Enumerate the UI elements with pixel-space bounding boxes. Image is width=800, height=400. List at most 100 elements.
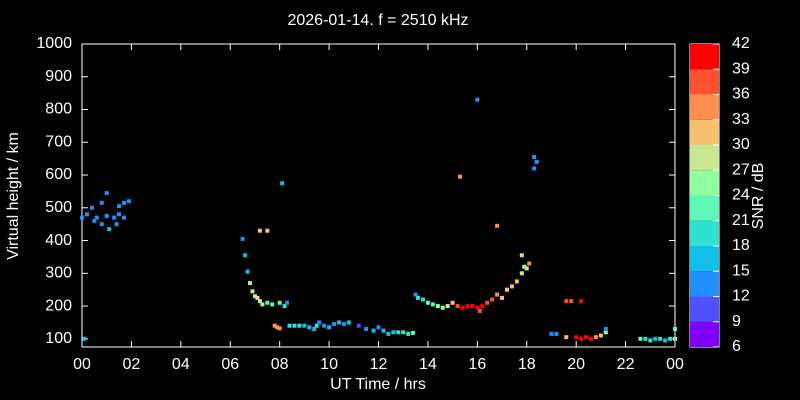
data-point: [82, 336, 87, 341]
data-point: [673, 336, 677, 341]
data-point: [668, 336, 673, 341]
data-point: [287, 323, 292, 328]
data-point: [401, 330, 406, 335]
y-tick-label: 200: [45, 297, 72, 314]
data-point: [240, 236, 245, 241]
chart-title: 2026-01-14. f = 2510 kHz: [287, 12, 468, 29]
data-point: [277, 326, 282, 331]
x-tick-label: 02: [123, 356, 141, 373]
data-point: [272, 323, 277, 328]
data-point: [371, 328, 376, 333]
colorbar-tick-label: 30: [732, 136, 750, 153]
data-point: [663, 338, 668, 343]
data-point: [84, 212, 89, 217]
data-point: [527, 261, 532, 266]
data-point: [260, 302, 265, 307]
data-point: [265, 300, 270, 305]
data-point: [104, 213, 109, 218]
x-tick-label: 12: [370, 356, 388, 373]
x-tick-label: 18: [518, 356, 536, 373]
data-point: [588, 336, 593, 341]
colorbar-swatch: [690, 195, 719, 221]
data-point: [257, 299, 262, 304]
colorbar-swatch: [690, 170, 719, 196]
data-point: [532, 166, 537, 171]
data-point: [495, 292, 500, 297]
data-point: [519, 271, 524, 276]
colorbar-tick-label: 21: [732, 212, 750, 229]
data-point: [386, 331, 391, 336]
data-point: [277, 300, 282, 305]
data-point: [250, 289, 255, 294]
colorbar-tick-label: 36: [732, 86, 750, 103]
data-point: [673, 326, 677, 331]
data-point: [519, 253, 524, 258]
data-point: [280, 181, 285, 186]
data-point: [579, 336, 584, 341]
y-tick-label: 400: [45, 232, 72, 249]
data-point: [332, 322, 337, 327]
data-point: [603, 330, 608, 335]
data-point: [297, 323, 302, 328]
data-point: [341, 322, 346, 327]
data-point: [470, 304, 475, 309]
data-point: [285, 300, 290, 305]
data-point: [117, 204, 122, 209]
data-point: [248, 281, 253, 286]
y-axis-label: Virtual height / km: [5, 132, 22, 260]
data-point: [107, 227, 112, 232]
y-tick-label: 800: [45, 101, 72, 118]
data-point: [122, 200, 127, 205]
data-point: [522, 264, 527, 269]
colorbar-tick-label: 24: [732, 187, 750, 204]
data-point: [485, 300, 490, 305]
data-point: [255, 295, 260, 300]
data-point: [658, 336, 663, 341]
data-point: [312, 326, 317, 331]
colorbar-tick-label: 9: [732, 313, 741, 330]
colorbar-swatch: [690, 44, 719, 70]
data-point: [104, 191, 109, 196]
data-point: [346, 320, 351, 325]
data-point: [245, 269, 250, 274]
data-point: [584, 335, 589, 340]
data-point: [122, 215, 127, 220]
data-point: [243, 253, 248, 258]
data-point: [440, 305, 445, 310]
data-point: [455, 304, 460, 309]
data-point: [420, 297, 425, 302]
colorbar-swatch: [690, 69, 719, 95]
data-point: [465, 304, 470, 309]
data-point: [413, 292, 418, 297]
data-point: [450, 300, 455, 305]
data-point: [376, 325, 381, 330]
data-point: [579, 299, 584, 304]
data-point: [282, 304, 287, 309]
data-point: [356, 323, 361, 328]
data-point: [445, 304, 450, 309]
y-tick-label: 100: [45, 330, 72, 347]
data-point: [638, 336, 643, 341]
y-tick-label: 500: [45, 199, 72, 216]
data-point: [80, 215, 84, 220]
data-point: [549, 331, 554, 336]
data-point: [564, 335, 569, 340]
data-point: [598, 333, 603, 338]
colorbar-swatch: [690, 119, 719, 145]
data-point: [270, 302, 275, 307]
data-point: [554, 331, 559, 336]
data-point: [99, 200, 104, 205]
y-tick-label: 600: [45, 166, 72, 183]
colorbar-swatch: [690, 321, 719, 347]
data-point: [514, 279, 519, 284]
data-point: [460, 305, 465, 310]
colorbar-swatch: [690, 246, 719, 272]
data-point: [648, 338, 653, 343]
colorbar-tick-label: 42: [732, 35, 750, 52]
data-point: [265, 228, 270, 233]
data-point: [406, 331, 411, 336]
data-point: [477, 308, 482, 313]
x-tick-label: 10: [320, 356, 338, 373]
